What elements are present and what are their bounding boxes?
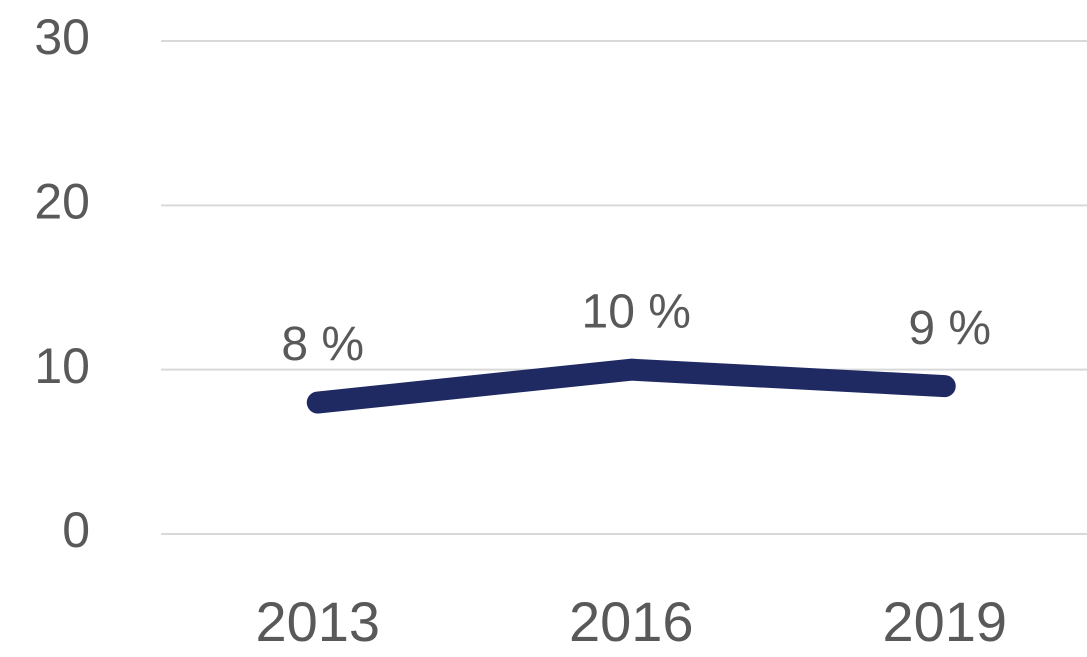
line [306, 358, 956, 414]
x-tick-label: 2016 [569, 590, 694, 653]
data-label: 10 % [582, 285, 691, 338]
y-tick-label: 30 [34, 9, 90, 65]
y-tick-label: 0 [62, 502, 90, 558]
data-label: 9 % [908, 302, 991, 355]
data-label: 8 % [281, 318, 364, 371]
x-tick-label: 2013 [255, 590, 380, 653]
y-tick-label: 10 [34, 338, 90, 394]
x-tick-label: 2019 [882, 590, 1007, 653]
y-tick-label: 20 [34, 174, 90, 230]
